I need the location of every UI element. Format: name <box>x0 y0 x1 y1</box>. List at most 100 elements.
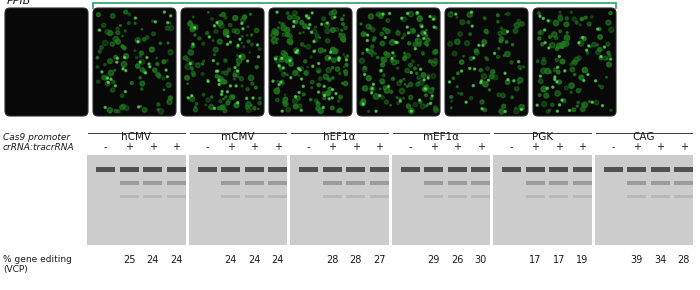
Circle shape <box>381 96 384 99</box>
Circle shape <box>309 24 311 26</box>
Circle shape <box>550 71 552 73</box>
Circle shape <box>427 75 430 77</box>
Circle shape <box>293 98 297 104</box>
Circle shape <box>278 84 280 86</box>
Circle shape <box>486 32 489 34</box>
Text: +: + <box>578 142 586 152</box>
Circle shape <box>408 82 413 87</box>
Text: 24: 24 <box>225 255 237 265</box>
Circle shape <box>582 67 587 73</box>
Circle shape <box>403 34 406 36</box>
Circle shape <box>322 17 326 21</box>
Circle shape <box>217 21 223 26</box>
Circle shape <box>319 37 321 39</box>
Circle shape <box>249 52 251 53</box>
Circle shape <box>318 108 323 114</box>
Circle shape <box>279 69 282 71</box>
Circle shape <box>544 93 549 98</box>
Circle shape <box>221 104 226 109</box>
Circle shape <box>234 103 239 108</box>
Circle shape <box>322 92 325 95</box>
Circle shape <box>600 55 602 57</box>
Circle shape <box>579 75 584 80</box>
Text: 30: 30 <box>475 255 486 265</box>
Circle shape <box>237 70 239 72</box>
Circle shape <box>407 104 410 108</box>
Circle shape <box>360 58 365 63</box>
Circle shape <box>190 67 193 69</box>
Circle shape <box>419 100 422 104</box>
Circle shape <box>299 69 301 71</box>
Bar <box>120 195 139 198</box>
Circle shape <box>339 33 342 35</box>
Text: hCMV: hCMV <box>121 132 151 142</box>
Circle shape <box>381 57 383 59</box>
Circle shape <box>598 48 601 51</box>
Circle shape <box>539 15 541 17</box>
Circle shape <box>391 77 394 80</box>
Circle shape <box>124 57 126 59</box>
Circle shape <box>167 22 169 24</box>
Circle shape <box>185 75 189 80</box>
Circle shape <box>139 77 141 79</box>
Circle shape <box>276 34 278 35</box>
Circle shape <box>212 59 214 61</box>
Circle shape <box>555 91 561 96</box>
Circle shape <box>149 47 154 52</box>
Circle shape <box>140 81 145 86</box>
Circle shape <box>607 62 611 67</box>
Circle shape <box>113 37 118 42</box>
Text: +: + <box>328 142 336 152</box>
Circle shape <box>330 28 335 32</box>
Circle shape <box>450 107 452 109</box>
FancyBboxPatch shape <box>5 8 88 116</box>
Text: VCP: VCP <box>344 0 365 2</box>
Circle shape <box>234 79 235 80</box>
Circle shape <box>371 28 375 32</box>
Circle shape <box>403 55 406 58</box>
Circle shape <box>191 95 193 97</box>
Circle shape <box>281 23 283 25</box>
Circle shape <box>397 81 401 86</box>
Text: Cas9 promoter: Cas9 promoter <box>3 133 70 142</box>
Bar <box>651 181 670 185</box>
Circle shape <box>166 60 168 62</box>
Circle shape <box>293 21 296 23</box>
Circle shape <box>584 16 587 19</box>
Circle shape <box>427 77 429 79</box>
Circle shape <box>538 37 541 40</box>
Circle shape <box>122 36 123 37</box>
Circle shape <box>564 70 566 72</box>
Circle shape <box>561 46 564 48</box>
Circle shape <box>98 29 100 31</box>
Circle shape <box>116 57 118 59</box>
Circle shape <box>315 34 319 38</box>
Circle shape <box>241 36 243 37</box>
Circle shape <box>465 41 470 46</box>
Circle shape <box>403 78 405 80</box>
Circle shape <box>193 45 195 47</box>
Circle shape <box>418 82 420 84</box>
Circle shape <box>99 46 104 49</box>
Circle shape <box>363 33 366 35</box>
Circle shape <box>553 20 559 26</box>
Text: 25: 25 <box>123 255 136 265</box>
Circle shape <box>125 47 126 49</box>
Circle shape <box>402 97 405 99</box>
Circle shape <box>473 57 475 59</box>
Bar <box>245 167 264 172</box>
Circle shape <box>167 76 169 78</box>
Circle shape <box>467 21 470 24</box>
Circle shape <box>424 88 426 90</box>
Circle shape <box>555 58 559 62</box>
Circle shape <box>392 60 397 65</box>
Circle shape <box>202 93 205 96</box>
Bar <box>594 155 693 245</box>
Circle shape <box>329 57 331 59</box>
Bar <box>221 167 240 172</box>
Circle shape <box>205 104 206 106</box>
Circle shape <box>206 98 210 102</box>
Circle shape <box>314 99 318 102</box>
Circle shape <box>306 15 310 19</box>
Bar <box>448 195 467 198</box>
